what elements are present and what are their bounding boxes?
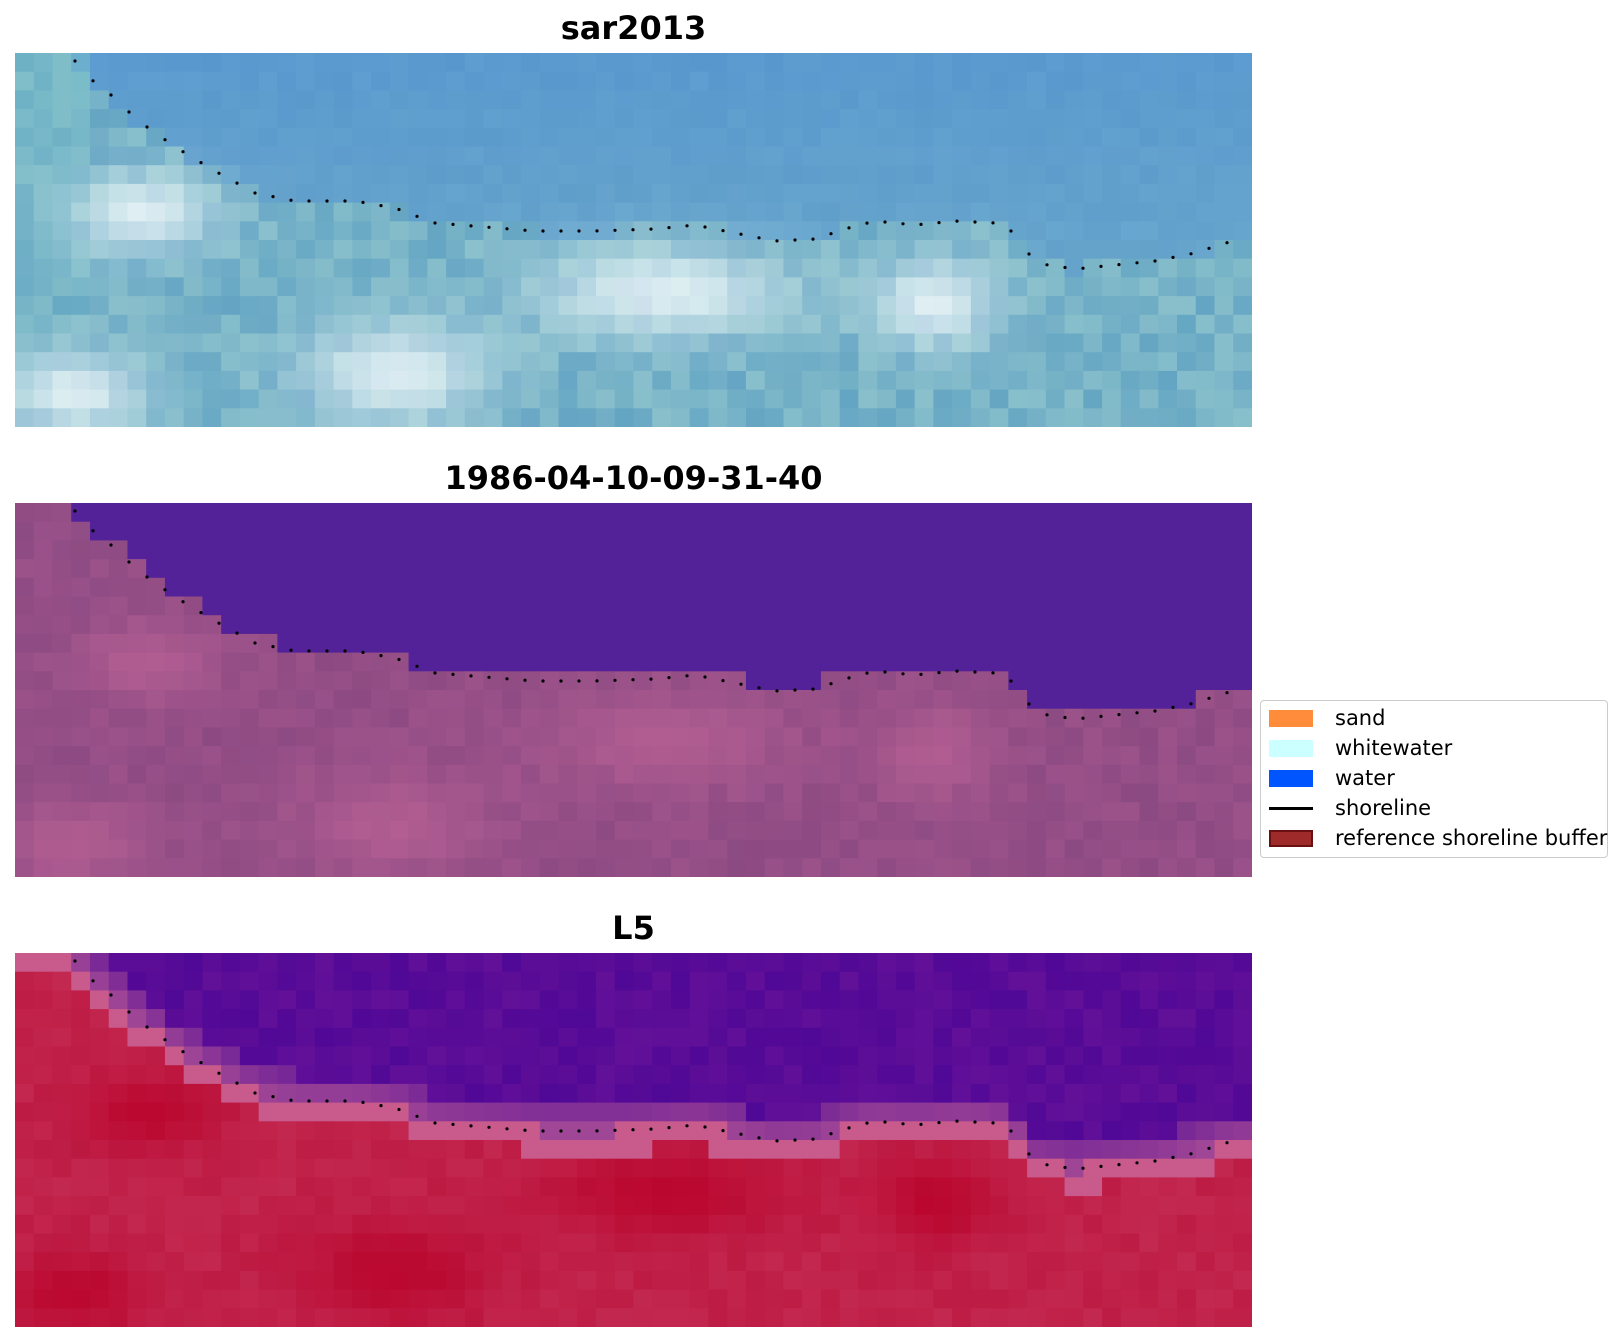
legend-item-shoreline: shoreline bbox=[1269, 795, 1431, 821]
rgb-image-panel bbox=[15, 53, 1252, 427]
index-image-panel bbox=[15, 953, 1252, 1327]
shoreline-line-icon bbox=[1269, 806, 1313, 810]
legend-label: shoreline bbox=[1335, 796, 1432, 820]
image-canvas bbox=[15, 503, 1252, 877]
shoreline bbox=[73, 59, 1229, 270]
panel-title-index: L5 bbox=[612, 909, 655, 947]
shoreline bbox=[73, 509, 1229, 720]
buffer-swatch-icon bbox=[1269, 829, 1313, 847]
legend-label: water bbox=[1335, 766, 1395, 790]
panel-title-rgb: sar2013 bbox=[560, 9, 707, 47]
image-canvas bbox=[15, 53, 1252, 427]
classified-image-panel bbox=[15, 503, 1252, 877]
legend-label: sand bbox=[1335, 706, 1386, 730]
legend-item-water: water bbox=[1269, 765, 1395, 791]
water-swatch-icon bbox=[1269, 769, 1313, 787]
legend-item-sand: sand bbox=[1269, 705, 1385, 731]
legend-item-buffer: reference shoreline buffer bbox=[1269, 825, 1607, 851]
whitewater-swatch-icon bbox=[1269, 739, 1313, 757]
legend: sand whitewater water shoreline referenc… bbox=[1260, 700, 1608, 858]
legend-item-whitewater: whitewater bbox=[1269, 735, 1452, 761]
panel-title-classified: 1986-04-10-09-31-40 bbox=[444, 459, 823, 497]
image-canvas bbox=[15, 953, 1252, 1327]
sand-swatch-icon bbox=[1269, 709, 1313, 727]
shoreline bbox=[73, 959, 1229, 1170]
legend-label: reference shoreline buffer bbox=[1335, 826, 1608, 850]
legend-label: whitewater bbox=[1335, 736, 1453, 760]
